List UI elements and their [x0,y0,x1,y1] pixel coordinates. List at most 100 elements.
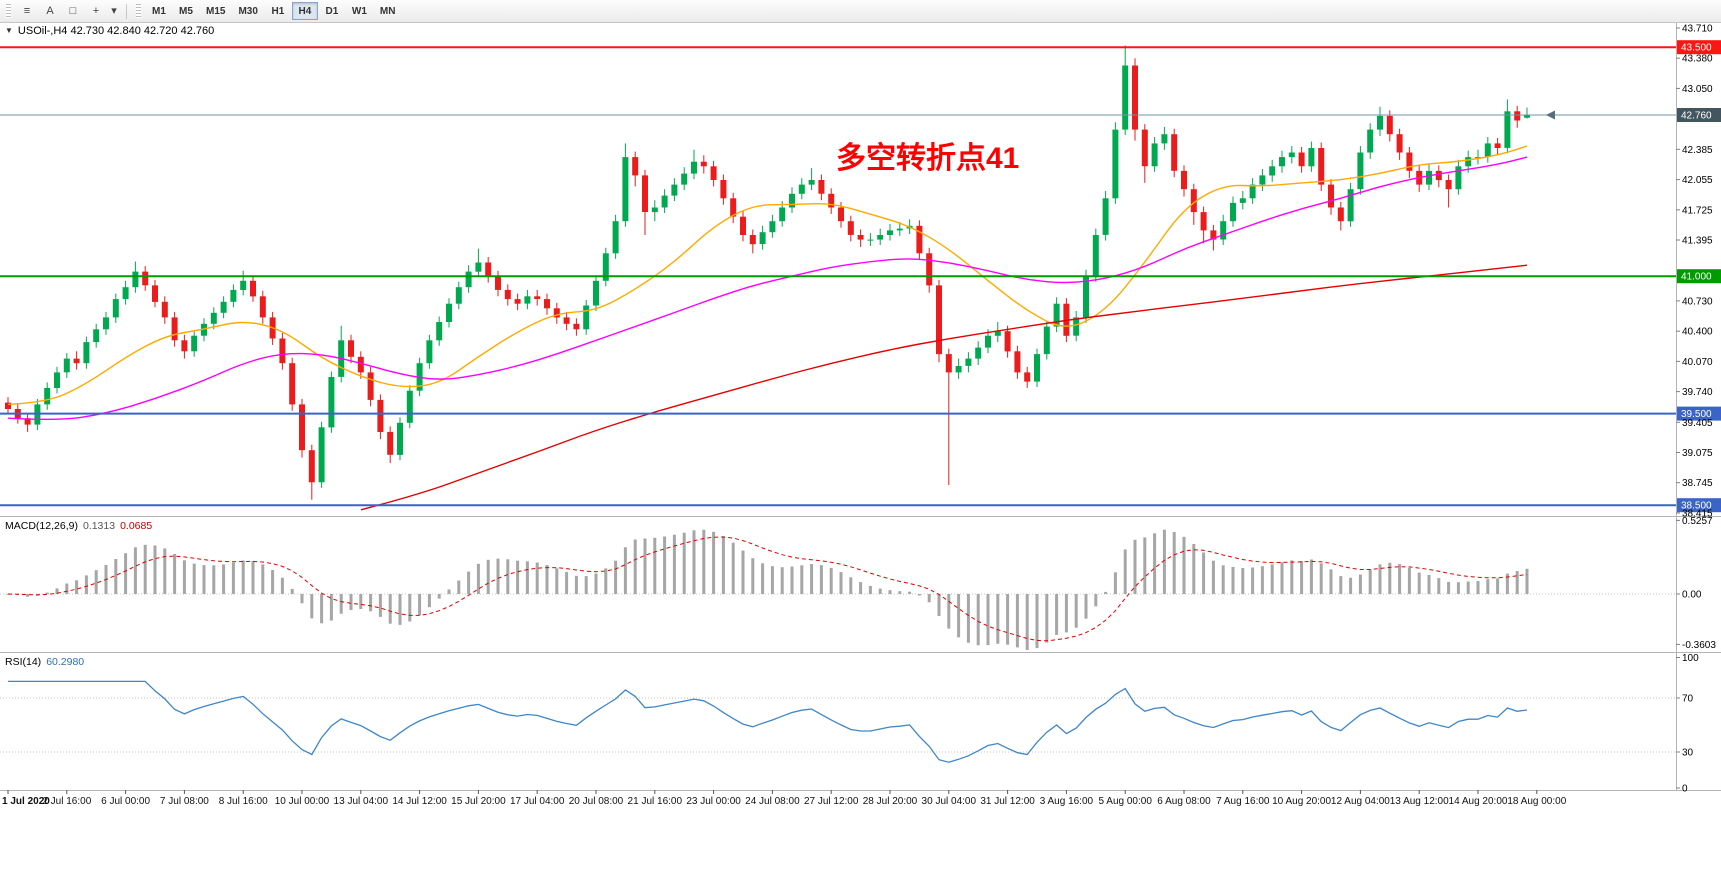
indicator-levels [0,593,1676,753]
candle-body [436,322,443,341]
toolbar-grip[interactable] [6,4,11,18]
candle-body [583,305,590,330]
candle-body [1132,65,1138,130]
candle-body [230,289,237,302]
candle-body [1426,170,1432,185]
candle-body [299,404,305,451]
rsi-tick-label: 100 [1682,653,1699,664]
dropdown-chevron-icon[interactable]: ▾ [108,2,120,20]
candle-body [740,216,746,235]
candle-body [1318,148,1325,185]
candle-body [1455,166,1462,190]
candle-body [671,184,678,196]
candle-body [1524,115,1530,118]
toolbar: ≡ A □ + ▾ M1 M5 M15 M30 H1 H4 D1 W1 MN [0,0,1721,23]
candle-body [1034,354,1040,382]
candle-body [318,427,325,483]
timeframe-button-m30[interactable]: M30 [232,2,263,20]
time-label: 6 Jul 00:00 [101,796,150,807]
annotation-text[interactable]: 多空转折点41 [836,142,1020,175]
timeframe-button-h1[interactable]: H1 [265,2,291,20]
candle-body [1504,111,1511,148]
candle-body [171,317,178,341]
price-badge-41.000: 41.000 [1677,269,1721,284]
candle-body [357,356,364,373]
shapes-tool-icon[interactable]: □ [62,2,84,20]
timeframe-button-mn[interactable]: MN [374,2,402,20]
charts-menu-icon[interactable]: ≡ [16,2,38,20]
candle-body [681,173,688,185]
macd-signal-value: 0.0685 [120,520,153,532]
timeframes-toolbar-grip[interactable] [136,4,141,18]
candle-body [789,193,795,208]
candle-body [63,358,70,373]
rsi-axis[interactable]: 100 70 30 0 [1676,653,1699,795]
candle-body [1190,189,1197,213]
price-tick-label: 39.740 [1682,387,1713,398]
svg-text:38.500: 38.500 [1681,501,1712,512]
candle-body [847,221,854,235]
timeframe-button-w1[interactable]: W1 [346,2,373,20]
candle-body [103,317,109,330]
current-price-marker [1546,110,1555,120]
time-label: 17 Jul 04:00 [510,796,565,807]
candle-body [1288,152,1295,158]
macd-signal-line [7,536,1528,642]
candle-body [553,308,560,318]
time-label: 3 Aug 16:00 [1040,796,1094,807]
candle-body [1279,157,1285,167]
candle-body [700,161,707,167]
rsi-tick-label: 30 [1682,748,1694,759]
candle-body [1161,134,1168,144]
price-tick-label: 40.070 [1682,357,1713,368]
one-click-trading-expander-icon[interactable]: ▼ [5,26,13,35]
candle-body [240,280,247,290]
macd-axis[interactable]: 0.5257 0.00 -0.3603 [1676,516,1716,651]
rsi-value: 60.2980 [46,656,85,668]
candle-body [289,363,296,405]
candle-body [1514,111,1521,121]
candle-body [54,372,60,388]
timeframes-toolbar: M1 M5 M15 M30 H1 H4 D1 W1 MN [146,2,401,20]
svg-text:42.760: 42.760 [1681,111,1712,122]
time-label: 30 Jul 04:00 [922,796,977,807]
candle-body [730,198,737,217]
price-axis[interactable]: 43.710 43.380 43.050 42.385 42.055 41.725 41.3… [1676,24,1713,520]
candle-body [161,301,168,318]
time-label: 2 Jul 16:00 [42,796,91,807]
candle-body [1014,351,1021,373]
candle-body [1298,152,1305,167]
candle-body [250,280,256,297]
candle-body [936,285,942,355]
timeframe-button-m5[interactable]: M5 [173,2,199,20]
crosshair-tool-icon[interactable]: + [85,2,107,20]
time-label: 24 Jul 08:00 [745,796,800,807]
candle-body [838,207,844,222]
candle-body [367,372,374,400]
timeframe-button-d1[interactable]: D1 [319,2,345,20]
rsi-label: RSI(14) 60.2980 [5,656,84,668]
candle-body [720,180,727,199]
candle-body [24,418,31,425]
candle-body [1357,152,1364,190]
candle-body [955,366,962,373]
candle-body [485,262,492,277]
candle-body [563,317,570,324]
candle-body [534,296,541,299]
timeframe-button-h4[interactable]: H4 [291,2,318,20]
candle-body [1239,198,1246,203]
candle-body [1122,65,1129,130]
tool-icons-group: ≡ A □ + ▾ [16,2,120,20]
timeframe-button-m1[interactable]: M1 [146,2,172,20]
candle-body [867,239,874,241]
candle-body [1386,115,1393,135]
price-tick-label: 42.055 [1682,175,1713,186]
timeframe-button-m15[interactable]: M15 [200,2,231,20]
candle-body [1073,317,1080,336]
candle-body [1230,202,1236,222]
time-label: 5 Aug 00:00 [1099,796,1153,807]
text-tool-icon[interactable]: A [39,2,61,20]
